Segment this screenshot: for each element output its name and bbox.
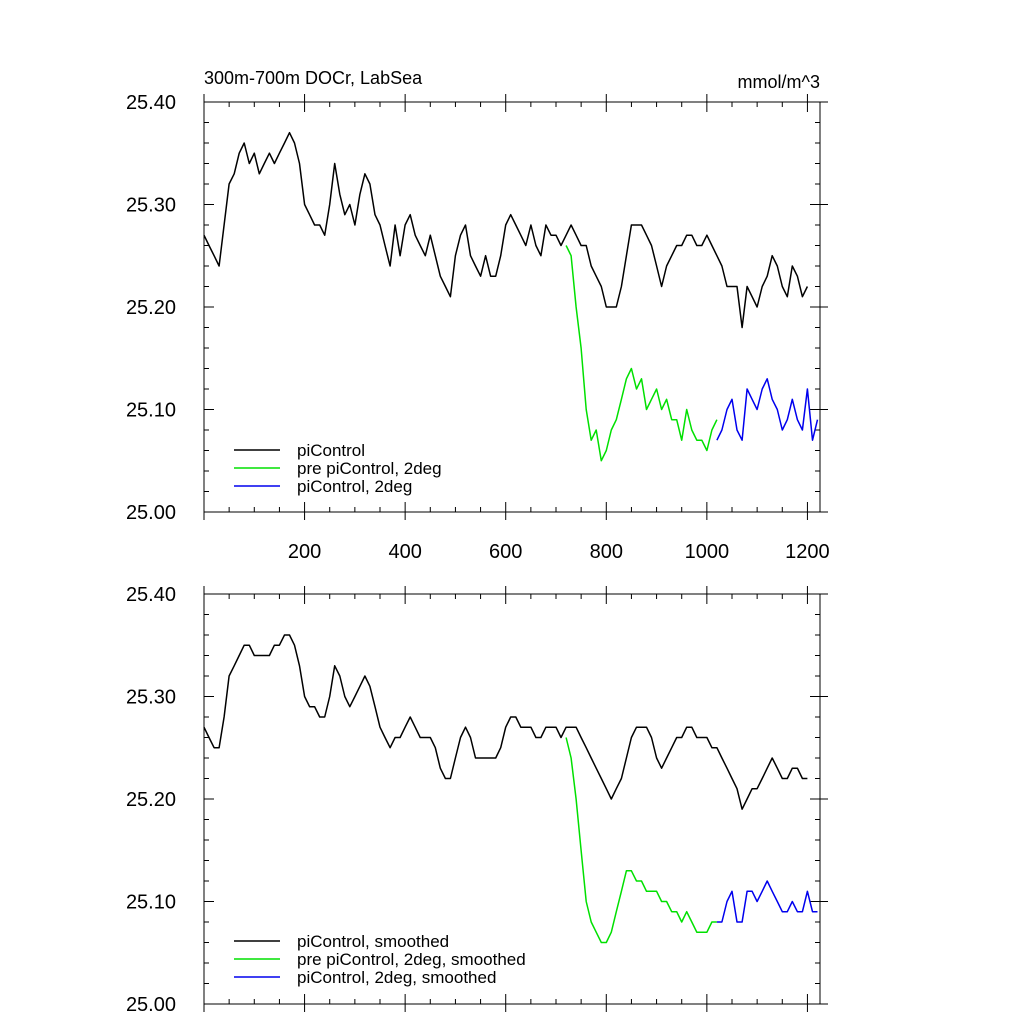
top-legend-label-1: pre piControl, 2deg	[297, 459, 442, 478]
top-y-tick-label: 25.20	[126, 297, 176, 319]
bottom-series-lines	[203, 634, 818, 944]
top-x-tick-label: 1000	[685, 541, 730, 563]
top-y-tick-labels: 25.00 25.10 25.20 25.30 25.40	[126, 92, 176, 524]
top-series-lines	[203, 131, 819, 462]
top-x-tick-label: 200	[288, 541, 321, 563]
top-series-line-0	[203, 131, 809, 329]
bottom-y-tick-label: 25.00	[126, 994, 176, 1016]
bottom-y-tick-label: 25.40	[126, 584, 176, 606]
top-y-tick-label: 25.30	[126, 195, 176, 217]
bottom-y-tick-label: 25.10	[126, 892, 176, 914]
bottom-axis-ticks	[203, 586, 828, 1012]
top-series-line-2	[716, 378, 819, 441]
top-legend-label-0: piControl	[297, 441, 365, 460]
top-chart-units: mmol/m^3	[738, 72, 820, 92]
top-y-tick-label: 25.10	[126, 400, 176, 422]
top-x-tick-label: 1200	[785, 541, 830, 563]
top-y-tick-label: 25.40	[126, 92, 176, 114]
top-x-tick-label: 800	[590, 541, 623, 563]
top-legend-label-2: piControl, 2deg	[297, 477, 412, 496]
bottom-series-line-1	[565, 737, 717, 944]
top-axis-ticks	[203, 94, 828, 520]
top-x-tick-label: 400	[388, 541, 421, 563]
bottom-legend-label-0: piControl, smoothed	[297, 932, 449, 951]
top-y-tick-label: 25.00	[126, 502, 176, 524]
bottom-series-line-0	[203, 634, 808, 810]
bottom-y-tick-label: 25.30	[126, 687, 176, 709]
top-x-tick-label: 600	[489, 541, 522, 563]
top-series-line-1	[565, 245, 718, 462]
top-chart: 300m-700m DOCr, LabSea mmol/m^3 25.0025.…	[126, 68, 830, 563]
top-chart-title: 300m-700m DOCr, LabSea	[204, 68, 423, 88]
bottom-chart: 25.00 25.10 25.20 25.30 25.40 piControl, smo…	[126, 584, 828, 1016]
bottom-y-tick-label: 25.20	[126, 789, 176, 811]
top-x-tick-labels: 200 400 600 800 1000 1200	[288, 541, 830, 563]
bottom-series-line-2	[716, 880, 818, 923]
bottom-legend-label-2: piControl, 2deg, smoothed	[297, 968, 496, 987]
bottom-legend-label-1: pre piControl, 2deg, smoothed	[297, 950, 526, 969]
bottom-y-tick-labels: 25.00 25.10 25.20 25.30 25.40	[126, 584, 176, 1016]
